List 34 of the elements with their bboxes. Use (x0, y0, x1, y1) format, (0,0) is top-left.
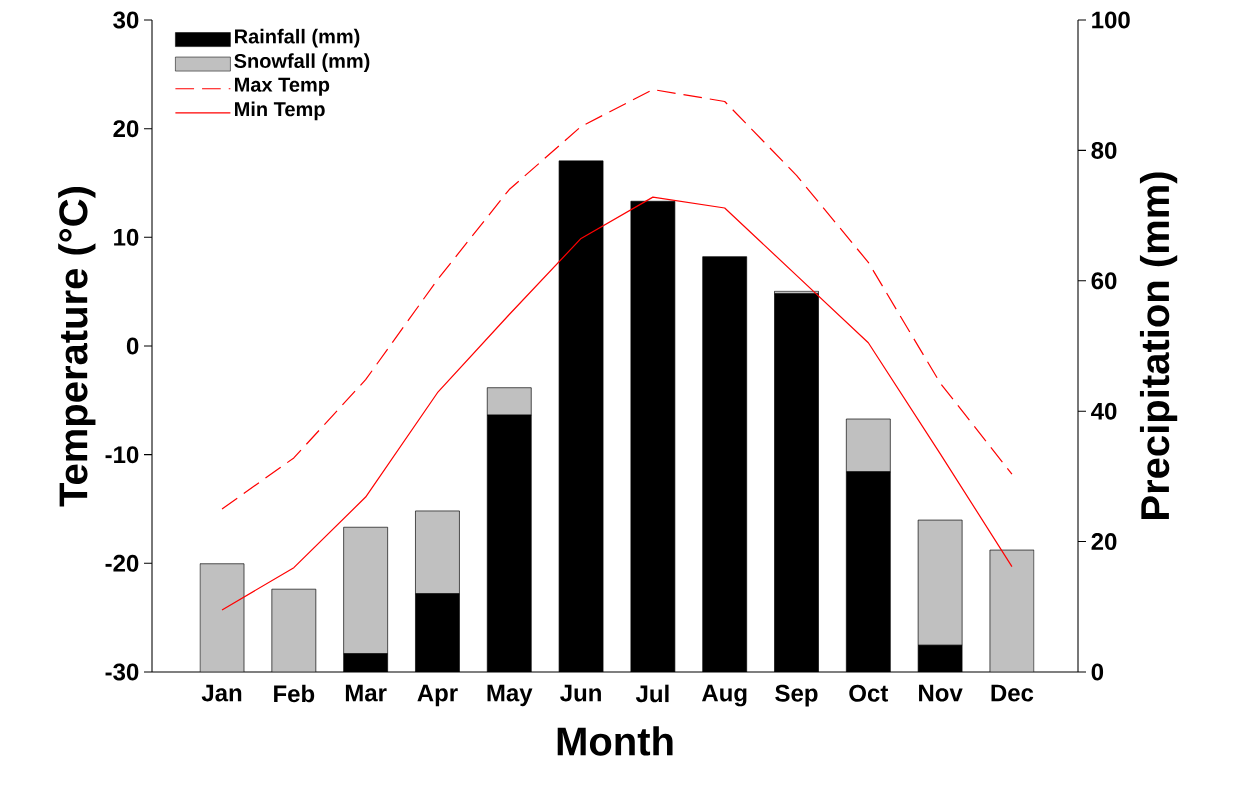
x-tick-label: Jan (201, 684, 242, 702)
legend-label: Rainfall (mm) (235, 28, 360, 48)
x-tick-label: Sep (775, 684, 818, 707)
x-tick-label: May (487, 684, 533, 707)
legend-label: Max Temp (235, 77, 330, 96)
y-tick-label: 0 (126, 337, 139, 355)
x-tick-label: Feb (274, 684, 315, 703)
y2-tick-label: 100 (1092, 11, 1130, 29)
x-tick-label: Nov (919, 684, 963, 702)
y2-tick-label: 60 (1091, 272, 1117, 290)
x-tick-label: Oct (849, 684, 889, 702)
line-series (221, 196, 1013, 611)
y-tick-label: 10 (114, 228, 139, 246)
y-tick-label: -10 (105, 446, 139, 464)
y2-axis-title: Precipitation (mm) (1139, 172, 1178, 519)
x-tick-label: Jul (635, 684, 669, 703)
y-tick-label: -30 (105, 663, 139, 681)
y-tick-label: 20 (113, 120, 139, 138)
y2-tick-label: 20 (1091, 533, 1117, 551)
y-tick-label: 30 (113, 11, 139, 29)
x-tick-label: Jun (560, 684, 601, 702)
y2-tick-label: 0 (1091, 663, 1104, 681)
x-tick-label: Apr (417, 684, 458, 707)
bar (486, 387, 532, 416)
y2-tick-label: 80 (1091, 141, 1117, 159)
legend-label: Snowfall (mm) (234, 53, 370, 72)
y-axis-title: Temperature (°C) (58, 187, 96, 507)
y2-tick-label: 40 (1091, 402, 1117, 420)
x-axis-title: Month (557, 726, 673, 756)
x-tick-label: Dec (991, 684, 1034, 702)
x-tick-label: Aug (701, 684, 747, 707)
y-tick-label: -20 (105, 554, 139, 572)
x-tick-label: Mar (345, 684, 387, 702)
legend-label: Min Temp (235, 101, 325, 121)
